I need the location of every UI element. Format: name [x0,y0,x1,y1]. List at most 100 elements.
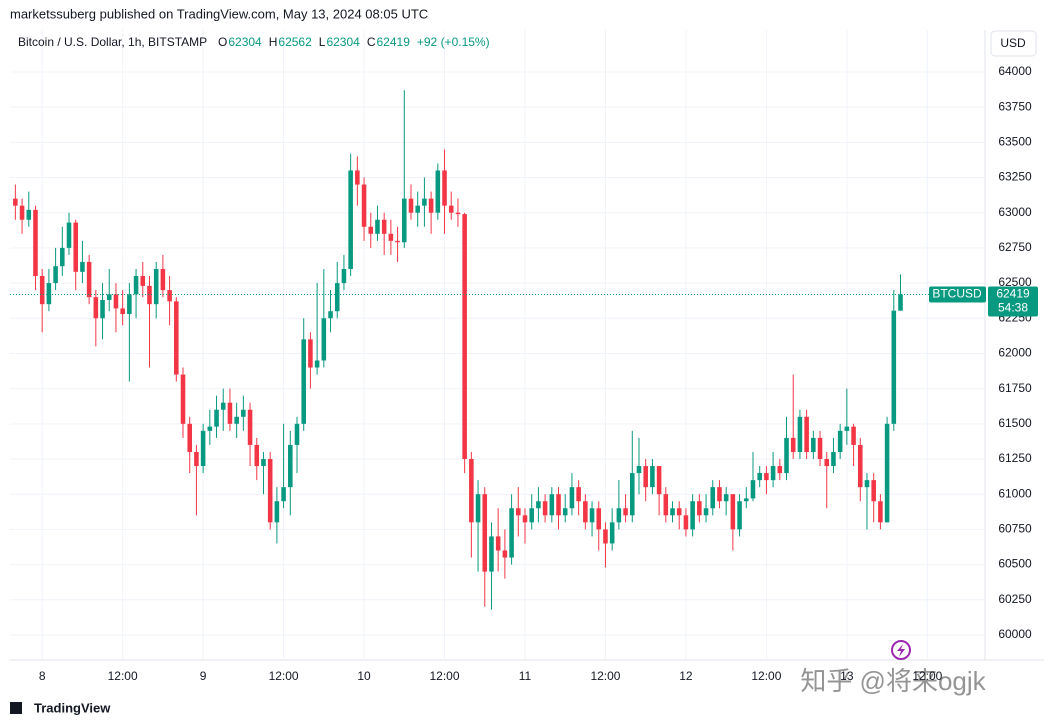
candle-body [274,501,280,523]
candle-body [643,466,648,488]
x-tick-label: 12:00 [751,669,781,683]
candle-body [562,508,568,516]
candle-body [402,198,407,243]
candle-body [777,466,783,474]
candle-body [770,466,776,481]
candle-body [851,426,856,445]
candle-body [294,423,300,445]
candle-body [630,473,635,516]
candle-body [46,283,52,305]
brand-name: TradingView [34,700,111,715]
candle-body [824,459,830,467]
candle-body [147,285,152,305]
candle-body [80,261,85,272]
candle-body [381,219,387,234]
x-tick-label: 12 [679,669,693,683]
candle-body [13,198,18,206]
candle-body [536,501,541,509]
y-tick-label: 63250 [998,170,1032,184]
candle-body [153,268,159,305]
x-tick-label: 9 [200,669,207,683]
x-tick-label: 13 [840,669,854,683]
candle-body [864,480,870,488]
candle-body [254,444,260,467]
candle-body [288,444,293,488]
candle-body [482,494,488,572]
candles [13,90,903,610]
candle-body [509,508,514,558]
y-tick-label: 62000 [998,346,1032,360]
candle-body [549,494,555,516]
candle-body [267,459,273,523]
countdown-label: 54:38 [998,301,1028,315]
candle-body [341,268,347,284]
candle-body [355,170,360,185]
x-tick-label: 11 [519,669,532,683]
candle-body [53,266,58,284]
candle-body [66,222,72,248]
currency-button[interactable] [990,30,1037,57]
candle-body [194,451,199,467]
candle-body [670,508,675,516]
candle-body [106,294,112,300]
candle-body [871,480,876,502]
candle-body [33,209,38,277]
price-tag [988,286,1038,317]
legend-value: 62562 [278,35,312,49]
y-tick-label: 60500 [998,557,1032,571]
x-tick-label: 12:00 [269,669,299,683]
brand-logo [10,702,22,714]
y-tick-label: 64000 [998,64,1032,78]
legend-key: O [218,35,227,49]
event-icon[interactable] [891,640,911,660]
candle-body [422,198,427,206]
candle-body [220,402,226,410]
candle-body [214,409,219,427]
candle-body [442,170,447,206]
candle-body [187,423,192,452]
candle-body [656,466,662,495]
candle-body [388,233,394,241]
candle-body [495,536,501,551]
candle-body [120,308,125,315]
candle-body [757,473,762,481]
candle-body [174,301,179,375]
candle-body [39,276,45,305]
y-tick-label: 62750 [998,240,1032,254]
grid [10,30,985,660]
candle-body [200,430,206,467]
y-tick-label: 63000 [998,205,1032,219]
candle-body [26,209,32,220]
candle-body [301,339,306,424]
candle-body [93,297,99,319]
y-tick-label: 61000 [998,486,1032,500]
y-tick-label: 60250 [998,592,1032,606]
candle-body [750,480,756,499]
candle-body [529,508,534,523]
symbol-title: Bitcoin / U.S. Dollar, 1h, BITSTAMP [18,35,207,49]
candle-body [100,299,105,319]
candle-body [127,294,132,315]
candle-body [556,494,561,516]
candle-body [683,515,689,530]
candle-body [455,212,461,215]
candle-body [804,416,809,452]
candle-body [435,170,441,213]
candle-body [710,487,716,509]
symbol-tag-label: BTCUSD [932,287,982,301]
x-tick-label: 12:00 [590,669,620,683]
legend-value: 62304 [228,35,262,49]
candle-body [516,508,521,516]
candle-body [140,276,146,286]
currency-label: USD [1000,36,1026,50]
legend-change: +92 (+0.15%) [417,35,490,49]
event-icon-bolt [897,644,905,657]
candle-body [837,430,843,452]
y-tick-label: 63750 [998,99,1032,113]
candle-body [522,515,528,523]
candle-body [569,487,575,509]
y-tick-label: 60750 [998,522,1032,536]
candle-body [328,311,333,319]
candle-body [844,426,850,431]
